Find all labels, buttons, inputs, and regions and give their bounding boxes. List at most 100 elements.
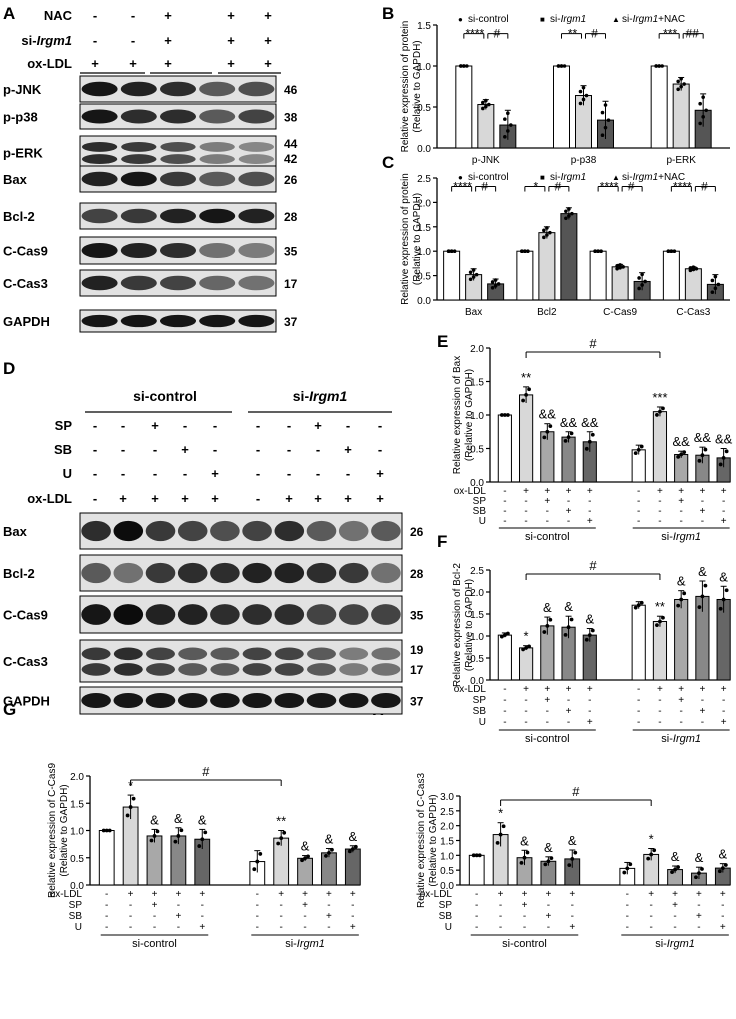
data-point — [718, 606, 723, 611]
data-point — [562, 64, 567, 68]
data-point — [720, 866, 725, 870]
condition-sign: - — [153, 922, 156, 933]
condition-sign: - — [588, 695, 591, 706]
data-point — [698, 101, 702, 106]
group-label: si-control — [132, 938, 177, 950]
sig-mark: # — [628, 180, 635, 194]
band — [238, 154, 275, 165]
condition-sign: + — [720, 922, 726, 933]
sig-mark: & — [520, 833, 529, 848]
y-axis-label: (Relative to GAPDH) — [59, 784, 70, 876]
y-tick-label: 0.0 — [470, 676, 484, 687]
condition-sign: + — [678, 695, 684, 706]
condition-sign: + — [211, 466, 219, 481]
condition-sign: - — [637, 496, 640, 507]
condition-sign: - — [567, 496, 570, 507]
band — [145, 604, 176, 625]
panel-letter-g: G — [3, 700, 16, 719]
band — [81, 604, 111, 625]
data-point — [471, 268, 476, 272]
data-point — [618, 263, 622, 267]
data-point — [481, 100, 485, 105]
condition-sign: - — [93, 442, 97, 457]
band — [210, 692, 240, 709]
data-point — [710, 278, 715, 283]
data-point — [590, 628, 595, 633]
band — [210, 604, 240, 625]
bar — [538, 232, 556, 301]
condition-sign: - — [287, 442, 291, 457]
data-point — [474, 853, 479, 858]
condition-sign: - — [280, 900, 283, 911]
hash-mark: # — [572, 784, 580, 799]
bar — [672, 83, 690, 149]
panel-letter-d: D — [3, 359, 15, 378]
condition-sign: + — [566, 706, 572, 717]
condition-sign: + — [264, 8, 272, 23]
group-label: si-Irgm1 — [661, 733, 701, 745]
data-point — [303, 856, 307, 861]
band — [338, 692, 369, 709]
y-axis-label: Relative expression of Bcl-2 — [452, 563, 463, 687]
legend-marker: ■ — [540, 15, 545, 24]
sig-mark: *** — [663, 27, 677, 41]
data-point — [578, 101, 583, 106]
band — [177, 604, 208, 625]
y-tick-label: 0.5 — [440, 866, 454, 877]
legend-marker: ▲ — [612, 15, 620, 24]
bar — [477, 104, 495, 149]
band — [210, 647, 240, 661]
data-point — [282, 830, 287, 835]
band — [81, 171, 118, 187]
condition-sign: - — [571, 900, 574, 911]
condition-sign: + — [544, 695, 550, 706]
y-axis-label: Relative expression of Bax — [452, 356, 463, 474]
band — [199, 109, 236, 124]
condition-sign: - — [679, 506, 682, 517]
sig-mark: # — [481, 180, 488, 194]
condition-label: U — [75, 922, 82, 933]
blot-label: C-Cas3 — [3, 276, 48, 291]
condition-sign: + — [678, 496, 684, 507]
sig-mark: && — [715, 432, 733, 447]
condition-sign: + — [566, 486, 572, 497]
condition-sign: - — [523, 922, 526, 933]
condition-sign: + — [119, 491, 127, 506]
data-point — [600, 110, 605, 115]
band — [274, 520, 305, 542]
band — [242, 692, 272, 709]
data-point — [679, 76, 683, 81]
data-point — [125, 813, 130, 818]
band — [145, 692, 176, 709]
condition-sign: - — [503, 706, 506, 717]
condition-sign: - — [475, 889, 478, 900]
data-point — [618, 265, 622, 270]
data-point — [524, 645, 528, 650]
data-point — [471, 853, 476, 858]
condition-sign: + — [152, 889, 158, 900]
band — [199, 141, 235, 152]
band — [121, 141, 157, 152]
sig-mark: && — [672, 434, 690, 449]
sig-mark: & — [543, 600, 552, 615]
y-tick-label: 0.0 — [440, 881, 454, 892]
condition-sign: - — [177, 900, 180, 911]
legend-entry: si-control — [468, 14, 509, 25]
condition-sign: + — [545, 911, 551, 922]
band — [199, 208, 236, 224]
condition-label: ox-LDL — [50, 889, 83, 900]
data-point — [197, 844, 202, 848]
data-point — [523, 249, 527, 253]
data-point — [353, 844, 358, 849]
data-point — [107, 828, 112, 833]
sig-mark: # — [493, 27, 500, 41]
sig-mark: * — [649, 832, 654, 847]
condition-sign: - — [327, 922, 330, 933]
condition-sign: - — [722, 695, 725, 706]
data-point — [622, 870, 627, 875]
condition-sign: + — [522, 900, 528, 911]
data-point — [493, 284, 498, 288]
band — [159, 171, 197, 187]
band — [242, 520, 272, 542]
band — [120, 242, 157, 259]
